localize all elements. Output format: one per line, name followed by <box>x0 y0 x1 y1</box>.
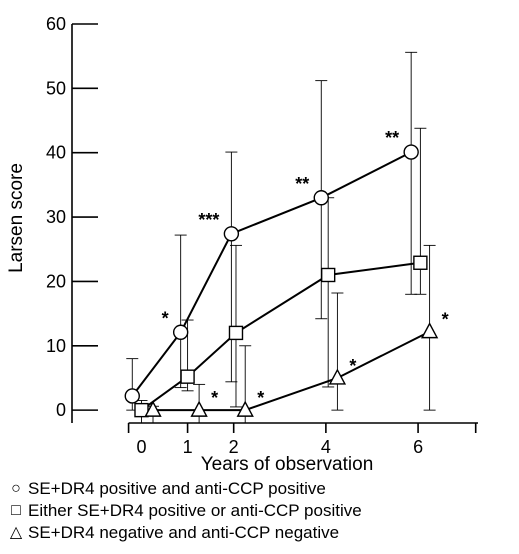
x-tick-label: 0 <box>136 437 146 457</box>
legend-item: △ SE+DR4 negative and anti-CCP negative <box>6 522 518 544</box>
data-point-circle <box>313 190 329 206</box>
data-point-triangle <box>236 400 254 417</box>
y-axis-label: Larsen score <box>6 163 27 273</box>
legend-label: SE+DR4 positive and anti-CCP positive <box>28 479 326 498</box>
significance-label: * <box>162 308 169 328</box>
data-point-circle <box>172 324 189 340</box>
legend-label: SE+DR4 negative and anti-CCP negative <box>28 523 340 542</box>
y-tick-label: 60 <box>46 14 66 34</box>
y-tick-label: 40 <box>46 143 66 163</box>
data-point-square <box>413 255 428 270</box>
y-tick-label: 50 <box>46 78 66 98</box>
significance-label: *** <box>198 210 219 230</box>
significance-label: * <box>349 356 356 376</box>
data-point-triangle <box>144 400 162 417</box>
x-tick-label: 6 <box>413 437 423 457</box>
triangle-icon: △ <box>9 524 23 541</box>
series-lines <box>131 151 431 412</box>
y-tick-label: 20 <box>46 271 66 291</box>
y-tick-label: 30 <box>46 207 66 227</box>
data-point-square <box>320 267 336 283</box>
circle-icon: ○ <box>11 480 21 497</box>
significance-label: ** <box>385 128 399 148</box>
legend-item: ○ SE+DR4 positive and anti-CCP positive <box>6 478 518 500</box>
data-point-circle <box>223 226 240 242</box>
x-tick-label: 1 <box>183 437 193 457</box>
series-line <box>131 151 412 397</box>
significance-label: ** <box>295 174 309 194</box>
x-axis-label: Years of observation <box>201 454 374 475</box>
error-bars <box>126 51 436 423</box>
significance-label: * <box>442 310 449 330</box>
data-point-triangle <box>420 322 439 339</box>
y-tick-label: 10 <box>46 336 66 356</box>
data-point-triangle <box>328 368 347 385</box>
significance-label: * <box>257 388 264 408</box>
significance-label: * <box>211 388 218 408</box>
legend-item: □ Either SE+DR4 positive or anti-CCP pos… <box>6 500 518 522</box>
data-point-triangle <box>190 400 208 417</box>
series-markers <box>124 144 439 418</box>
data-point-square <box>228 325 244 341</box>
significance-labels: ********* *** <box>162 128 449 408</box>
data-point-square <box>180 369 195 384</box>
y-tick-label: 0 <box>56 400 66 420</box>
data-point-circle <box>403 144 419 160</box>
legend-label: Either SE+DR4 positive or anti-CCP posit… <box>28 501 362 520</box>
data-point-circle <box>124 388 140 404</box>
legend: ○ SE+DR4 positive and anti-CCP positive … <box>6 478 518 544</box>
square-icon: □ <box>11 502 21 519</box>
chart-axes: 0 10 20 30 40 50 60 0 1 2 4 6 <box>46 14 478 457</box>
x-tick-label: 2 <box>229 437 239 457</box>
x-tick-label: 4 <box>321 437 331 457</box>
